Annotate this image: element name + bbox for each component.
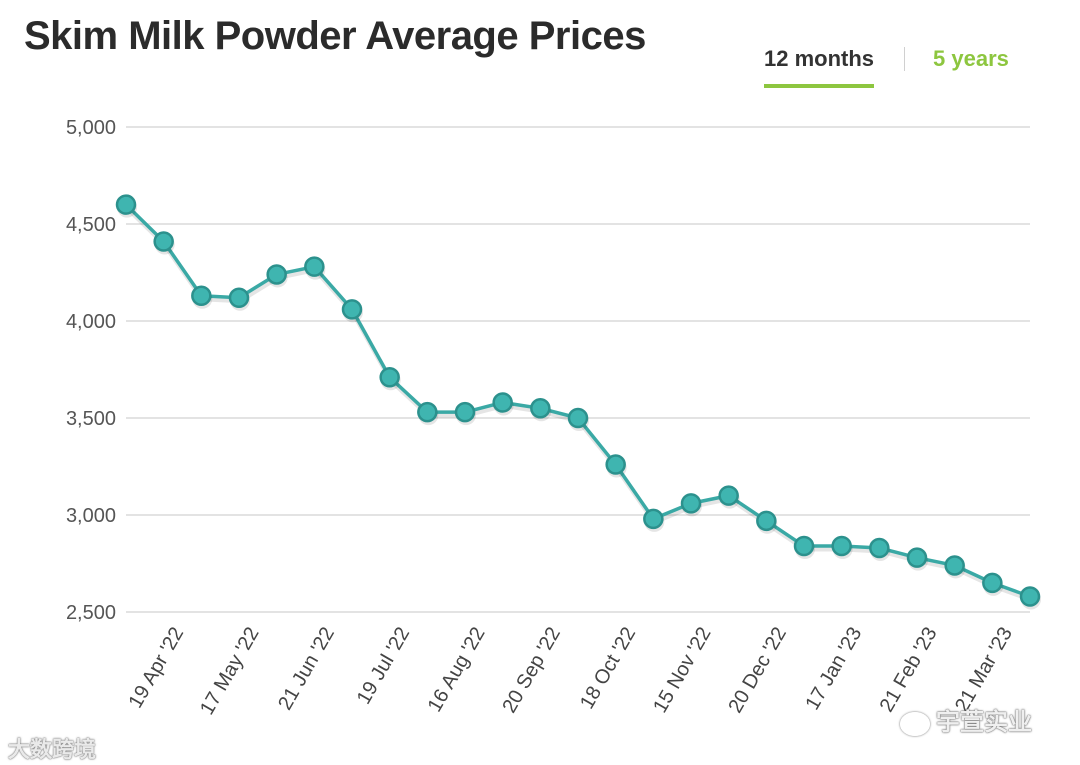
y-tick-label: 3,000 xyxy=(66,505,116,527)
data-point[interactable] xyxy=(153,231,174,252)
data-point[interactable] xyxy=(944,555,965,576)
x-tick-label: 19 Apr '22 xyxy=(125,624,189,712)
data-point[interactable] xyxy=(982,572,1003,594)
grid-layer xyxy=(126,126,1030,613)
x-tick-label: 15 Nov '22 xyxy=(649,624,716,717)
y-axis-ticks: 2,500 3,000 3,500 4,000 4,500 5,000 xyxy=(66,117,116,624)
y-tick-label: 2,500 xyxy=(66,602,116,624)
data-point[interactable] xyxy=(605,454,626,475)
tab-12-months[interactable]: 12 months xyxy=(764,46,875,88)
tab-5-years[interactable]: 5 years xyxy=(933,46,1009,71)
watermark-right-text: 宇萱实业 xyxy=(936,709,1032,736)
y-tick-label: 5,000 xyxy=(66,117,116,139)
x-tick-label: 17 May '22 xyxy=(196,624,264,719)
data-points-layer xyxy=(115,194,1041,610)
data-point[interactable] xyxy=(228,287,250,308)
series-line-layer xyxy=(124,203,1032,602)
tab-divider xyxy=(904,47,906,71)
data-point[interactable] xyxy=(417,401,438,423)
x-axis-ticks: 19 Apr '22 17 May '22 21 Jun '22 19 Jul '22… xyxy=(125,623,1017,718)
data-point[interactable] xyxy=(379,367,400,388)
data-point[interactable] xyxy=(530,398,551,419)
data-point[interactable] xyxy=(266,264,287,285)
x-tick-label: 20 Dec '22 xyxy=(724,624,791,717)
x-tick-label: 21 Jun '22 xyxy=(274,624,339,714)
x-tick-label: 16 Aug '22 xyxy=(424,624,490,716)
data-point[interactable] xyxy=(831,535,852,557)
data-point[interactable] xyxy=(869,537,890,559)
x-tick-label: 19 Jul '22 xyxy=(353,624,415,709)
watermark-left: 大数跨境 xyxy=(8,732,96,764)
y-tick-label: 4,500 xyxy=(66,214,116,236)
y-tick-label: 3,500 xyxy=(66,408,116,430)
watermark-left-text: 大数跨境 xyxy=(8,737,97,762)
data-point[interactable] xyxy=(341,299,363,320)
data-point[interactable] xyxy=(756,510,777,532)
data-point[interactable] xyxy=(191,285,212,307)
data-point[interactable] xyxy=(567,407,589,429)
data-point[interactable] xyxy=(454,401,476,423)
data-point[interactable] xyxy=(718,485,739,506)
period-tabs: 12 months 5 years xyxy=(764,30,1009,88)
x-tick-label: 17 Jan '23 xyxy=(801,624,866,714)
data-point[interactable] xyxy=(680,493,702,514)
data-point[interactable] xyxy=(115,194,137,215)
data-point[interactable] xyxy=(1019,586,1041,607)
page-title: Skim Milk Powder Average Prices xyxy=(24,14,646,58)
y-tick-label: 4,000 xyxy=(66,311,116,333)
data-point[interactable] xyxy=(304,256,325,277)
data-point[interactable] xyxy=(492,392,513,413)
watermark-right: 宇萱实业 xyxy=(900,702,1032,737)
x-tick-label: 20 Sep '22 xyxy=(498,624,565,717)
wechat-icon xyxy=(900,711,930,736)
data-point[interactable] xyxy=(793,535,815,557)
data-point[interactable] xyxy=(643,508,664,530)
series-line-shadow xyxy=(125,205,1032,602)
series-line xyxy=(124,203,1031,599)
data-point[interactable] xyxy=(906,547,928,568)
x-tick-label: 18 Oct '22 xyxy=(576,624,640,713)
